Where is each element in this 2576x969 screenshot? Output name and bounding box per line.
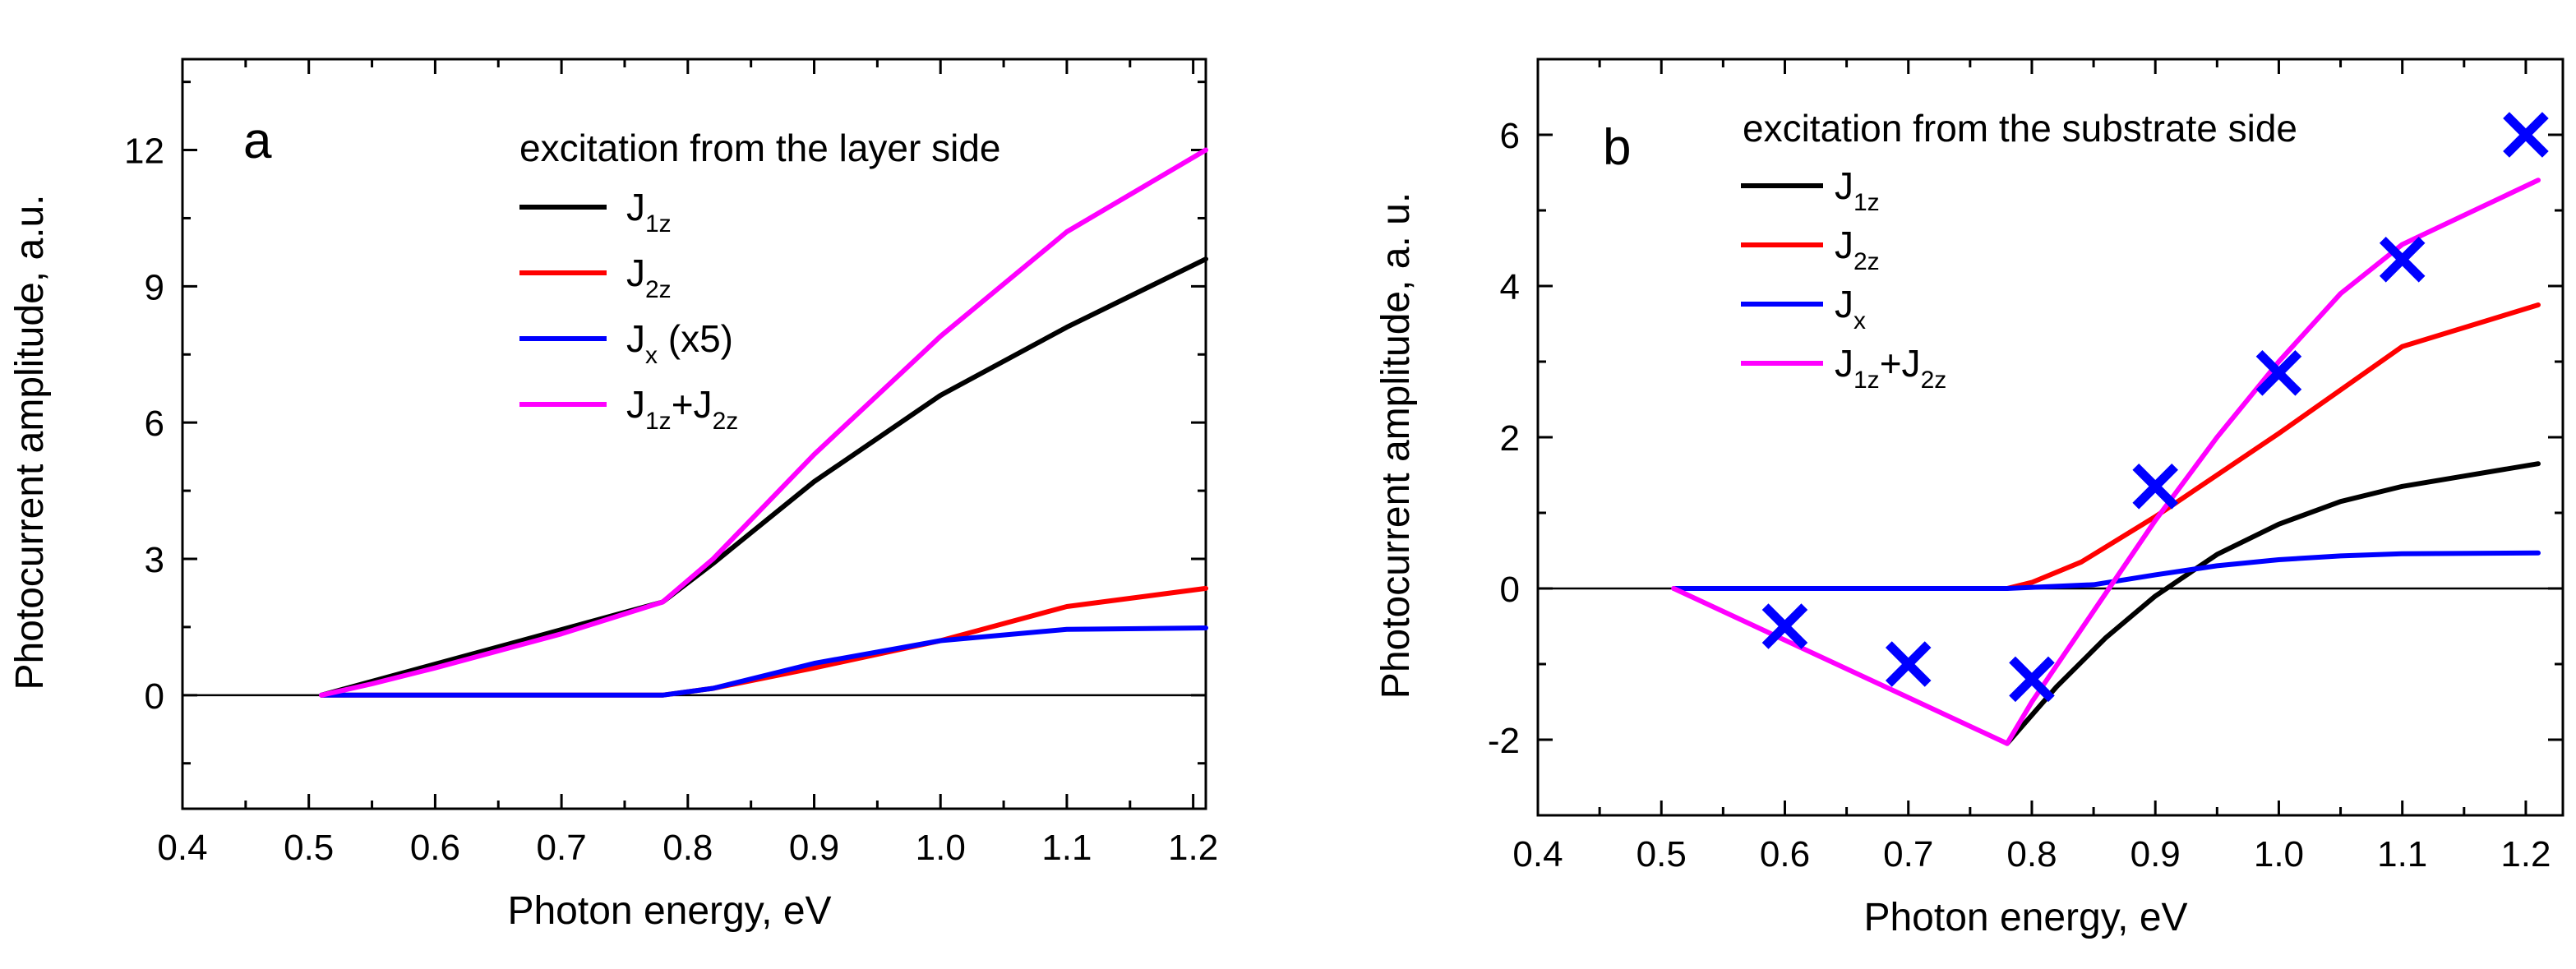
y-tick-label: 12 (124, 132, 164, 172)
series-line-J1z (2004, 461, 2541, 746)
legend-label-J2z: J2z (626, 251, 672, 303)
legend-label-J2z: J2z (1835, 224, 1880, 275)
x-tick-label: 0.4 (157, 828, 207, 868)
legend-label-rest: (x5) (658, 317, 733, 360)
y-tick-label: 0 (1500, 570, 1520, 610)
x-tick-label: 0.6 (410, 828, 460, 868)
panel-label: b (1603, 119, 1631, 176)
data-marker-x (2009, 656, 2055, 703)
x-tick-label: 0.9 (789, 828, 839, 868)
y-tick-label: 6 (1500, 116, 1520, 156)
x-tick-label: 1.1 (1041, 828, 1092, 868)
legend-label-main: J (1835, 164, 1854, 207)
legend-title: excitation from the layer side (519, 127, 1001, 169)
legend-label-J1z: J1z (626, 186, 672, 238)
legend-label-J1z: J1z (1835, 164, 1880, 216)
x-tick-label: 0.5 (1637, 834, 1687, 874)
y-axis-title: Photocurrent amplitude, a.u. (8, 194, 52, 690)
x-tick-label: 1.1 (2377, 834, 2427, 874)
legend: excitation from the substrate sideJ1zJ2z… (1741, 107, 2297, 394)
legend-label-sub: 1z (1854, 189, 1880, 216)
legend-label-sub: 2z (1854, 248, 1880, 275)
y-tick-label: 9 (145, 267, 164, 307)
series-line-sum (319, 147, 1208, 698)
legend-label-sub: 1z (645, 210, 672, 238)
legend-label-main: J (1835, 283, 1854, 325)
y-tick-label: -2 (1488, 721, 1520, 761)
legend-label-sub: 1z (1854, 367, 1880, 394)
data-marker-x (2132, 464, 2178, 510)
y-tick-label: 4 (1500, 267, 1520, 307)
x-tick-label: 0.7 (537, 828, 587, 868)
x-tick-label: 0.4 (1512, 834, 1563, 874)
x-tick-label: 0.6 (1760, 834, 1810, 874)
legend-title: excitation from the substrate side (1743, 107, 2297, 150)
data-marker-x (1761, 603, 1808, 649)
legend-label-rest: +J (1880, 342, 1921, 385)
data-marker-x (2503, 112, 2549, 158)
series-line-Jx (319, 625, 1208, 698)
legend-label-main: J (626, 251, 645, 294)
x-tick-label: 1.2 (1168, 828, 1218, 868)
plot-frame (181, 58, 1207, 810)
y-tick-label: 0 (145, 676, 164, 717)
panel-a: 0.4 0.5 0.6 0.7 0.8 0.9 1.0 1.1 1.2 0 3 6 9 12 Photon … (8, 58, 1218, 933)
legend-label-sum: J1z+J2z (626, 383, 738, 435)
x-tick-label: 0.7 (1883, 834, 1933, 874)
legend-label-main: J (1835, 224, 1854, 266)
legend-label-sub: 1z (645, 408, 672, 435)
data-marker-x (2255, 350, 2302, 396)
legend-label-main: J (1835, 342, 1854, 385)
x-axis-title: Photon energy, eV (1863, 896, 2187, 939)
data-marker-x (1885, 641, 1932, 687)
x-tick-label: 1.0 (916, 828, 966, 868)
panel-label: a (243, 113, 272, 169)
y-tick-label: 2 (1500, 418, 1520, 459)
legend-label-sum: J1z+J2z (1835, 342, 1946, 394)
legend-label-Jx: Jx (1835, 283, 1866, 335)
legend-label-main: J (626, 186, 645, 228)
x-tick-label: 0.8 (2006, 834, 2057, 874)
legend-label-sub: x (645, 342, 658, 369)
panel-b: 0.4 0.5 0.6 0.7 0.8 0.9 1.0 1.1 1.2 -2 0 2 4 6 Photon … (1374, 58, 2564, 939)
legend-label-main: J (626, 383, 645, 426)
x-tick-label: 0.8 (662, 828, 713, 868)
series-line-Jx (1671, 550, 2541, 591)
x-tick-label: 0.9 (2131, 834, 2181, 874)
legend-label-sub2: 2z (1921, 367, 1947, 394)
legend-label-Jx: Jx (x5) (626, 317, 733, 369)
legend-label-rest: +J (672, 383, 713, 426)
x-axis-title: Photon energy, eV (507, 889, 831, 933)
y-axis-title: Photocurrent amplitude, a. u. (1374, 192, 1418, 699)
legend-label-sub2: 2z (713, 408, 739, 435)
series-line-sum (1671, 178, 2541, 746)
x-tick-label: 1.2 (2500, 834, 2551, 874)
x-tick-label: 0.5 (284, 828, 334, 868)
legend-label-sub: x (1854, 307, 1866, 335)
legend-label-main: J (626, 317, 645, 360)
y-tick-label: 3 (145, 540, 164, 580)
data-marker-x (2379, 237, 2426, 283)
y-tick-label: 6 (145, 404, 164, 444)
x-tick-label: 1.0 (2254, 834, 2304, 874)
legend-label-sub: 2z (645, 276, 672, 303)
